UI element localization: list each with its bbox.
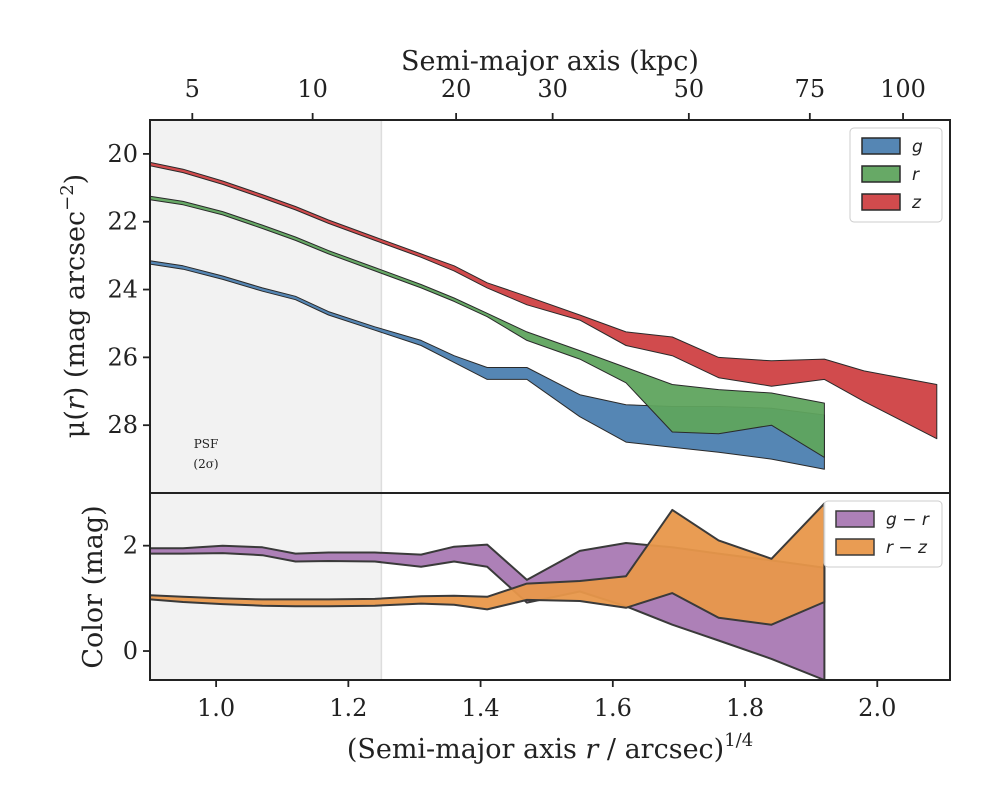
y-tick-label: 24 <box>107 276 138 304</box>
legend-label: g − r <box>886 510 930 530</box>
legend-swatch <box>835 510 875 528</box>
legend-label: r <box>912 165 920 185</box>
top-tick-label: 10 <box>297 75 328 103</box>
band-g <box>150 260 825 470</box>
legend-label: z <box>911 193 922 213</box>
top-tick-label: 30 <box>537 75 568 103</box>
y-tick-label: 26 <box>107 343 138 371</box>
x-tick-label: 1.8 <box>726 694 764 722</box>
psf-label: PSF <box>194 437 219 451</box>
x-tick-label: 1.4 <box>461 694 499 722</box>
psf-sigma-label: (2σ) <box>193 457 218 471</box>
y-tick-label: 0 <box>123 637 138 665</box>
y-tick-label: 28 <box>107 411 138 439</box>
y-tick-label: 22 <box>107 208 138 236</box>
y-axis-label-surface-brightness: μ(r) (mag arcsec−2) <box>57 174 91 438</box>
color-bands <box>150 502 826 680</box>
legend-swatch <box>835 538 875 556</box>
x-tick-label: 2.0 <box>858 694 896 722</box>
legend-label: r − z <box>886 538 928 558</box>
psf-region <box>150 120 382 493</box>
legend-swatch <box>861 137 901 155</box>
psf-region <box>150 493 382 680</box>
x-tick-label: 1.0 <box>197 694 235 722</box>
top-tick-label: 5 <box>185 75 200 103</box>
top-tick-label: 50 <box>674 75 705 103</box>
band-rz <box>150 502 826 626</box>
top-tick-label: 20 <box>441 75 472 103</box>
band-z <box>150 161 938 440</box>
color-frame <box>149 492 951 681</box>
band-r <box>150 195 825 458</box>
legend-swatch <box>861 193 901 211</box>
x-axis-label: (Semi-major axis r / arcsec)1/4 <box>347 730 753 765</box>
x-tick-label: 1.6 <box>594 694 632 722</box>
legend-label: g <box>912 137 923 157</box>
top-axis-label: Semi-major axis (kpc) <box>401 46 699 77</box>
y-axis-label-color: Color (mag) <box>78 505 109 668</box>
surface-brightness-bands <box>150 161 938 470</box>
y-tick-label: 20 <box>107 140 138 168</box>
top-tick-label: 75 <box>795 75 826 103</box>
surface-brightness-panel: 20 22 24 26 28 grz 5 10 20 30 50 75 100 <box>107 75 951 494</box>
legend-swatch <box>861 165 901 183</box>
y-tick-label: 2 <box>123 532 138 560</box>
top-tick-label: 100 <box>880 75 926 103</box>
color-panel: 0 2 g − r r − z 1.0 1.2 1.4 1.6 1.8 2.0 <box>123 492 951 722</box>
x-tick-label: 1.2 <box>329 694 367 722</box>
